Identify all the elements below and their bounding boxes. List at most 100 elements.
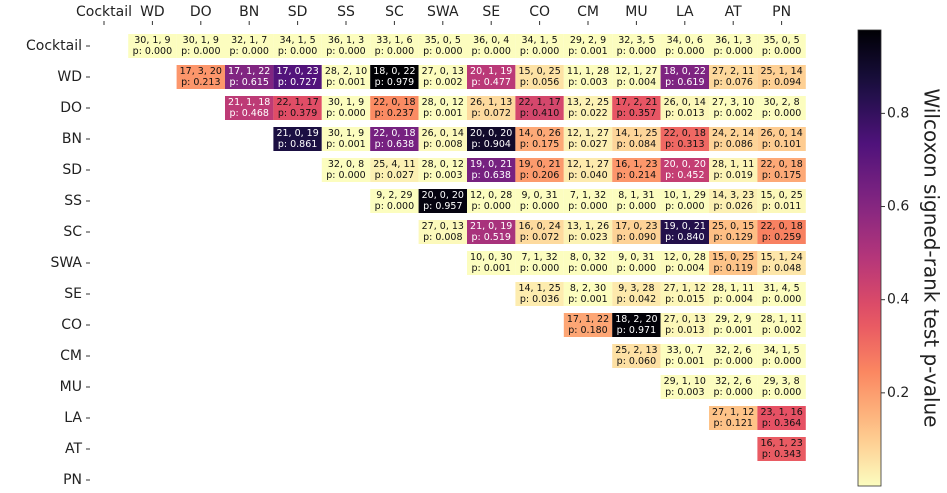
cell-counts: 14, 1, 25 (518, 283, 560, 294)
heatmap-cell (370, 127, 419, 151)
cell-counts: 17, 1, 22 (228, 66, 270, 77)
cell-p-label: p: 0.001 (326, 77, 365, 88)
heatmap-cell (709, 96, 758, 120)
cell-counts: 27, 2, 11 (712, 66, 754, 77)
cell-counts: 34, 1, 5 (279, 35, 315, 46)
cell-p-label: p: 0.008 (423, 232, 462, 243)
row-label: SWA (50, 255, 82, 271)
cell-counts: 19, 0, 21 (470, 159, 512, 170)
heatmap-cell (418, 65, 467, 89)
cell-counts: 23, 1, 16 (760, 407, 802, 418)
heatmap-cell (563, 313, 613, 337)
cell-p-label: p: 0.477 (471, 77, 510, 88)
cell-counts: 9, 2, 29 (376, 190, 412, 201)
cell-p-label: p: 0.000 (229, 46, 268, 57)
cell-counts: 32, 2, 6 (715, 345, 751, 356)
heatmap-cell (612, 127, 661, 151)
cell-p-label: p: 0.000 (713, 387, 752, 398)
heatmap-cell (515, 282, 564, 306)
heatmap-cell (176, 65, 225, 89)
cell-p-label: p: 0.615 (229, 77, 268, 88)
cell-p-label: p: 0.000 (326, 108, 365, 119)
cell-p-label: p: 0.003 (665, 387, 704, 398)
cell-p-label: p: 0.001 (713, 325, 752, 336)
cell-p-label: p: 0.619 (665, 77, 704, 88)
heatmap-cell (515, 65, 564, 89)
heatmap-cell (225, 96, 274, 120)
heatmap-cell (418, 34, 467, 58)
cell-p-label: p: 0.119 (713, 263, 752, 274)
cell-p-label: p: 0.002 (713, 108, 752, 119)
row-label: SE (64, 286, 82, 302)
heatmap-cell (467, 127, 516, 151)
heatmap-cell (467, 158, 516, 182)
cell-p-label: p: 0.452 (665, 170, 704, 181)
cell-p-label: p: 0.000 (471, 46, 510, 57)
cell-counts: 28, 1, 11 (760, 314, 802, 325)
cell-counts: 36, 0, 4 (473, 35, 509, 46)
cell-p-label: p: 0.019 (713, 170, 752, 181)
column-label: DO (190, 4, 212, 20)
heatmap-cell (709, 375, 758, 399)
cell-p-label: p: 0.013 (665, 108, 704, 119)
heatmap-cell (709, 127, 758, 151)
cell-counts: 26, 0, 14 (422, 128, 464, 139)
cell-counts: 17, 3, 20 (180, 66, 222, 77)
cell-counts: 22, 0, 18 (373, 97, 415, 108)
cell-p-label: p: 0.519 (471, 232, 510, 243)
heatmap-cell (418, 96, 467, 120)
heatmap-cell (370, 189, 419, 213)
cell-counts: 16, 1, 23 (760, 438, 802, 449)
cell-counts: 22, 1, 17 (518, 97, 560, 108)
cell-counts: 13, 1, 26 (567, 221, 609, 232)
cell-p-label: p: 0.027 (568, 139, 607, 150)
cell-counts: 29, 2, 9 (570, 35, 606, 46)
cell-counts: 27, 1, 12 (664, 283, 706, 294)
cell-p-label: p: 0.000 (423, 46, 462, 57)
cell-p-label: p: 0.214 (617, 170, 656, 181)
row-label: SD (62, 162, 82, 178)
heatmap-cell (709, 34, 758, 58)
heatmap-cell (321, 34, 371, 58)
cell-p-label: p: 0.026 (713, 201, 752, 212)
heatmap-cell (467, 96, 516, 120)
heatmap-cell (515, 189, 564, 213)
heatmap-cell (418, 127, 467, 151)
cell-p-label: p: 0.000 (762, 108, 801, 119)
heatmap-cell (225, 34, 274, 58)
heatmap-cell (660, 158, 709, 182)
cell-p-label: p: 0.086 (713, 139, 752, 150)
cell-p-label: p: 0.000 (762, 46, 801, 57)
cell-counts: 32, 2, 6 (715, 376, 751, 387)
cell-counts: 27, 0, 13 (664, 314, 706, 325)
cell-p-label: p: 0.003 (423, 170, 462, 181)
heatmap-cell (467, 34, 516, 58)
cell-p-label: p: 0.000 (278, 46, 317, 57)
cell-p-label: p: 0.175 (520, 139, 559, 150)
heatmap-cell (612, 65, 661, 89)
heatmap-cell (273, 34, 322, 58)
cell-counts: 34, 1, 5 (521, 35, 557, 46)
column-label: CM (577, 4, 599, 20)
row-label: PN (63, 472, 82, 488)
column-label: MU (625, 4, 647, 20)
cell-p-label: p: 0.027 (375, 170, 414, 181)
cell-counts: 8, 1, 31 (618, 190, 654, 201)
cell-counts: 17, 1, 22 (567, 314, 609, 325)
cell-counts: 28, 2, 10 (325, 66, 367, 77)
heatmap-cell (709, 344, 758, 368)
cell-counts: 32, 1, 7 (231, 35, 267, 46)
cell-p-label: p: 0.000 (133, 46, 172, 57)
heatmap-cell (563, 127, 613, 151)
heatmap-cell (612, 282, 661, 306)
colorbar (857, 29, 882, 487)
heatmap-cell (709, 251, 758, 275)
heatmap-cell (467, 251, 516, 275)
cell-p-label: p: 0.313 (665, 139, 704, 150)
cell-p-label: p: 0.072 (471, 108, 510, 119)
cell-counts: 14, 3, 23 (712, 190, 754, 201)
heatmap-cell (515, 251, 564, 275)
heatmap-cell (515, 127, 564, 151)
cell-p-label: p: 0.048 (762, 263, 801, 274)
heatmap-cell (757, 65, 806, 89)
